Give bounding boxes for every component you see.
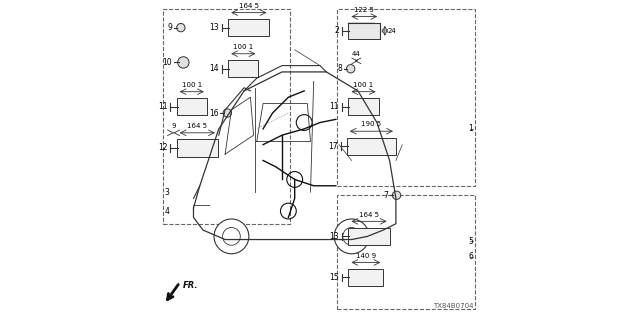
- Text: 164 5: 164 5: [239, 3, 259, 9]
- Text: FR.: FR.: [183, 281, 198, 290]
- Text: TX84B0704: TX84B0704: [433, 303, 474, 309]
- Text: 1: 1: [468, 124, 474, 133]
- Text: 9: 9: [168, 23, 172, 32]
- Circle shape: [343, 228, 360, 245]
- Text: 3: 3: [164, 188, 169, 196]
- Text: 4: 4: [164, 207, 169, 216]
- Bar: [228, 60, 259, 77]
- Text: 9: 9: [172, 123, 176, 129]
- Circle shape: [177, 23, 185, 32]
- Circle shape: [223, 228, 240, 245]
- Text: 100 1: 100 1: [182, 82, 202, 88]
- Text: 15: 15: [330, 273, 339, 282]
- Text: 12: 12: [157, 143, 167, 152]
- Text: 10: 10: [163, 58, 172, 67]
- Text: 16: 16: [209, 108, 219, 117]
- Text: 164 5: 164 5: [188, 123, 207, 129]
- Text: 140 9: 140 9: [356, 253, 376, 259]
- Bar: [348, 228, 390, 245]
- Circle shape: [214, 219, 249, 254]
- Text: 13: 13: [209, 23, 219, 32]
- Circle shape: [334, 219, 369, 254]
- Circle shape: [346, 65, 355, 73]
- Bar: [348, 269, 383, 286]
- Bar: [348, 23, 380, 39]
- Text: 24: 24: [387, 28, 396, 34]
- Bar: [337, 9, 475, 186]
- Bar: [177, 139, 218, 156]
- Text: 190 5: 190 5: [362, 121, 381, 127]
- Text: 6: 6: [468, 252, 474, 261]
- Text: 100 1: 100 1: [353, 82, 374, 88]
- Bar: [348, 98, 378, 116]
- Text: 8: 8: [337, 64, 342, 73]
- Bar: [228, 19, 269, 36]
- Circle shape: [392, 191, 401, 199]
- Bar: [163, 9, 290, 224]
- Text: 13: 13: [330, 232, 339, 241]
- Text: 122 5: 122 5: [355, 7, 374, 13]
- Text: 5: 5: [468, 236, 474, 246]
- Text: 17: 17: [328, 142, 337, 151]
- Bar: [337, 195, 475, 309]
- Text: 100 1: 100 1: [233, 44, 253, 50]
- Text: 7: 7: [383, 191, 388, 200]
- Text: 164 5: 164 5: [359, 212, 379, 218]
- Text: 11: 11: [330, 102, 339, 111]
- Text: 11: 11: [157, 102, 167, 111]
- Text: 44: 44: [352, 51, 361, 57]
- Circle shape: [223, 109, 232, 117]
- Bar: [177, 98, 207, 116]
- Text: 14: 14: [209, 64, 219, 73]
- Text: 2: 2: [334, 26, 339, 35]
- Circle shape: [178, 57, 189, 68]
- Bar: [347, 138, 396, 155]
